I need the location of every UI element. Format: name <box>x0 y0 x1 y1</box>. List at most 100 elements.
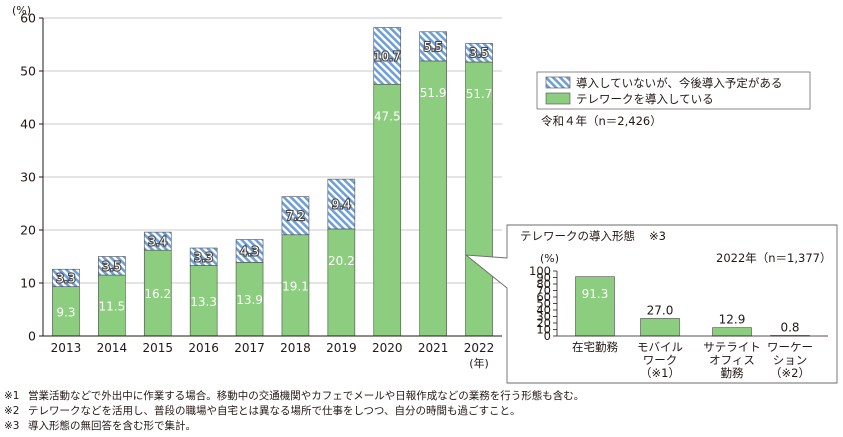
value-label-planned: 7.2 <box>286 209 305 223</box>
footnote-text: 営業活動などで外出中に作業する場合。移動中の交通機関やカフェでメールや日報作成な… <box>28 390 585 402</box>
bar-telework <box>465 61 493 337</box>
inset-value-label: 12.9 <box>719 313 746 327</box>
inset-chart: テレワークの導入形態 ※3 2022年（n＝1,377） (%) 01020304050… <box>464 224 838 384</box>
value-label-planned: 9.4 <box>332 198 351 212</box>
x-tick-label: 2016 <box>188 341 219 355</box>
x-tick-label: 2017 <box>234 341 265 355</box>
legend-label-telework: テレワークを導入している <box>576 92 714 106</box>
bar-planned <box>419 31 447 62</box>
inset-y-tick-label: 20 <box>536 316 551 330</box>
inset-y-tick-label: 70 <box>536 284 551 298</box>
inset-y-unit-label: (%) <box>540 252 559 265</box>
inset-x-tick-label: サテライト <box>703 340 761 354</box>
bar-planned <box>327 178 356 230</box>
bar-planned <box>235 239 264 263</box>
x-tick-label: 2022 <box>464 341 495 355</box>
value-label-planned: 3.5 <box>102 259 121 273</box>
value-label-telework: 51.9 <box>420 86 447 100</box>
x-unit-label: (年) <box>469 356 489 370</box>
y-tick-label: 40 <box>20 117 36 132</box>
bar-planned <box>189 247 218 266</box>
bar-planned <box>465 43 493 63</box>
x-tick-label: 2015 <box>142 341 173 355</box>
inset-y-tick-label: 0 <box>544 329 551 343</box>
value-label-planned: 3.5 <box>470 46 489 60</box>
inset-x-tick-label: オフィス <box>709 353 755 367</box>
value-label-telework: 19.1 <box>282 279 309 293</box>
bar-planned <box>52 268 80 288</box>
bar-planned <box>373 27 402 85</box>
legend-swatch-planned <box>545 76 571 89</box>
value-label-planned: 3.4 <box>148 235 167 249</box>
inset-y-tick-label: 90 <box>536 271 551 285</box>
y-tick-label: 60 <box>20 11 36 26</box>
inset-value-label: 0.8 <box>780 320 799 334</box>
inset-x-tick-label: （※2） <box>770 366 810 380</box>
legend-swatch-telework <box>545 92 571 105</box>
value-label-telework: 13.9 <box>236 293 263 307</box>
value-label-telework: 13.3 <box>190 295 217 309</box>
bar-telework <box>327 228 356 337</box>
value-label-telework: 11.5 <box>98 300 125 314</box>
legend-box <box>536 71 811 110</box>
footnote: ※2 テレワークなどを活用し、普段の職場や自宅とは異なる場所で仕事をしつつ、自分の… <box>4 404 839 419</box>
value-label-telework: 47.5 <box>374 109 401 123</box>
bar-telework <box>281 234 310 337</box>
y-tick-label: 10 <box>20 276 36 291</box>
x-tick-label: 2019 <box>326 341 357 355</box>
bar-planned <box>281 196 310 236</box>
value-label-telework: 16.2 <box>144 287 171 301</box>
inset-y-tick-label: 60 <box>536 290 551 304</box>
inset-x-tick-label: ワーク <box>643 353 678 367</box>
inset-y-tick-label: 40 <box>536 303 551 317</box>
inset-value-label: 91.3 <box>582 287 609 301</box>
footnote: ※3 導入形態の無回答を含む形で集計。 <box>4 419 839 434</box>
inset-bar <box>712 327 752 337</box>
legend: 導入していないが、今後導入予定があるテレワークを導入している令和４年（n＝2,4… <box>536 71 811 128</box>
x-tick-label: 2014 <box>97 341 128 355</box>
inset-x-tick-label: ション <box>773 353 808 367</box>
inset-title-note: ※3 <box>649 229 666 243</box>
inset-x-tick-label: （※1） <box>640 366 680 380</box>
value-label-planned: 3.3 <box>56 271 75 285</box>
bar-planned <box>98 256 126 276</box>
x-tick-label: 2013 <box>51 341 82 355</box>
inset-bar <box>575 276 615 337</box>
value-label-planned: 3.3 <box>194 250 213 264</box>
inset-value-label: 27.0 <box>647 303 674 317</box>
inset-x-tick-label: 勤務 <box>721 366 744 380</box>
footnote-text: 導入形態の無回答を含む形で集計。 <box>28 420 196 432</box>
inset-bar <box>640 318 680 337</box>
value-label-telework: 9.3 <box>56 305 75 319</box>
inset-frame <box>464 224 838 384</box>
y-unit-label: (%) <box>12 4 31 17</box>
y-tick-label: 50 <box>20 64 36 79</box>
x-tick-label: 2020 <box>372 341 403 355</box>
legend-note: 令和４年（n＝2,426） <box>541 114 662 128</box>
inset-x-tick-label: ワーケー <box>767 340 813 354</box>
inset-y-tick-label: 80 <box>536 277 551 291</box>
inset-y-tick-label: 100 <box>529 264 551 278</box>
main-chart: 0 10 20 30 40 50 60(%) 9.3 3.3 2013 11.5 3.5 2014 16.… <box>12 4 502 370</box>
x-tick-label: 2021 <box>418 341 449 355</box>
bar-telework <box>419 60 447 337</box>
inset-y-tick-label: 50 <box>536 297 551 311</box>
footnote: ※1 営業活動などで外出中に作業する場合。移動中の交通機関やカフェでメールや日報作… <box>4 389 839 404</box>
value-label-telework: 20.2 <box>328 254 355 268</box>
inset-x-tick-label: 在宅勤務 <box>572 340 618 354</box>
footnote-text: テレワークなどを活用し、普段の職場や自宅とは異なる場所で仕事をしつつ、自分の時間… <box>28 405 521 417</box>
chart-canvas: 0102030405060(%)9.33.3201311.53.5201416.… <box>12 4 838 384</box>
inset-x-tick-label: モバイル <box>637 340 683 354</box>
footnote-mark: ※1 <box>4 390 20 402</box>
inset-y-tick-label: 30 <box>536 310 551 324</box>
legend-label-planned: 導入していないが、今後導入予定がある <box>576 76 782 90</box>
footnote-mark: ※2 <box>4 405 20 417</box>
footnote-mark: ※3 <box>4 420 20 432</box>
y-tick-label: 30 <box>20 170 36 185</box>
bar-planned <box>143 231 172 251</box>
bar-telework <box>235 262 264 337</box>
footnotes: ※1 営業活動などで外出中に作業する場合。移動中の交通機関やカフェでメールや日報作… <box>4 389 839 434</box>
inset-y-tick-label: 10 <box>536 323 551 337</box>
value-label-planned: 5.5 <box>424 40 443 54</box>
x-tick-label: 2018 <box>280 341 311 355</box>
